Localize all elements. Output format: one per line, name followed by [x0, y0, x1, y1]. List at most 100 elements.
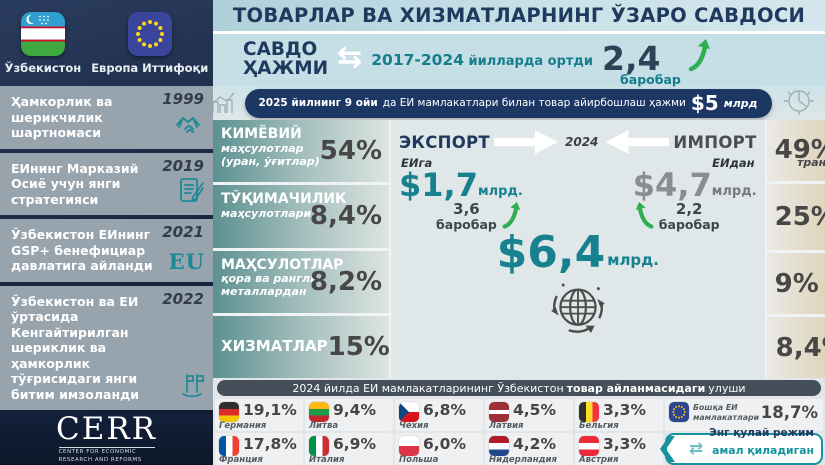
- import-item-chemical: 25% КИМЁВИЙ маҳсулотлар (дори воситалари…: [766, 183, 825, 251]
- export-structure-column: КИМЁВИЙ маҳсулотлар (уран, ўғитлар) 54% …: [213, 120, 390, 378]
- sidebar: Ўзбекистон Европа Иттифоқи: [0, 0, 213, 465]
- country-cell-germany: 19,1% Германия: [215, 399, 303, 431]
- export-growth: 3,6 баробар: [399, 201, 523, 233]
- timeline-text-bold: GSP+: [11, 242, 50, 258]
- trade-volume-period: 2017-2024 йилларда ортди: [371, 51, 594, 69]
- favored-regime-note: ⇄ Энг қулай режим амал қиладиган мамлака…: [660, 427, 823, 465]
- country-cell-france: 17,8% Франция: [215, 433, 303, 465]
- timeline-text-bold: стратегияси: [11, 191, 99, 207]
- country-cell-czechia: 6,8% Чехия: [395, 399, 483, 431]
- flow-values: $1,7 млрд. 3,6 баробар: [391, 166, 765, 233]
- import-item-machinery: 49% МАШИНАЛАР ускуналар ва транспорт вос…: [766, 120, 825, 181]
- eu-flag-icon: [669, 402, 689, 422]
- timeline-item-2022: 2022 Ўзбекистон ва ЕИ ўртасида Кенгайтир…: [0, 285, 213, 411]
- france-flag-icon: [219, 436, 239, 456]
- agreement-flags-icon: [179, 372, 205, 404]
- import-value-block: $4,7 млрд. 2,2: [632, 166, 757, 233]
- banner-value: $5: [690, 91, 719, 115]
- import-item-food: 9% ОЗИҚ-ОВҚАТ маҳсулотлари: [766, 253, 825, 315]
- timeline-item-1999: 1999 Ҳамкорлик ва шерикчилик шартномаси: [0, 86, 213, 149]
- cerr-logo: CERR CENTER FOR ECONOMIC RESEARCH AND RE…: [0, 414, 213, 465]
- netherlands-flag-icon: [489, 436, 509, 456]
- export-value-block: $1,7 млрд. 3,6 баробар: [399, 166, 523, 233]
- export-item-metals: МАҲСУЛОТЛАР қора ва рангли металлардан 8…: [213, 250, 389, 313]
- import-item-services: 8,4% ХИЗМАТЛАР: [766, 317, 825, 379]
- export-arrow-icon: [494, 130, 558, 154]
- country-shares-section: 2024 йилда ЕИ мамлакатларининг Ўзбекисто…: [213, 378, 825, 465]
- timeline-text: ЕИнинг Марказий Осиё учун янги: [11, 160, 139, 192]
- country-cell-austria: 3,3% Австрия: [575, 433, 663, 465]
- export-item-value: 8,2%: [309, 266, 382, 297]
- italy-flag-icon: [309, 436, 329, 456]
- export-label: ЭКСПОРТ: [399, 132, 490, 152]
- czechia-flag-icon: [399, 402, 419, 422]
- poland-flag-icon: [399, 436, 419, 456]
- handshake-icon: [175, 114, 205, 142]
- belgium-flag-icon: [579, 402, 599, 422]
- country-shares-grid: 19,1% Германия 9,4% Литва 6,8% Чехия 4,5…: [215, 399, 823, 465]
- timeline-year: 2019: [162, 156, 204, 175]
- timeline-text-bold: битим: [11, 386, 55, 402]
- timeline-text: Ҳамкорлик ва шерикчилик шартномаси: [11, 94, 113, 141]
- import-item-value: 25%: [774, 202, 825, 233]
- flow-subrow: ЕИга ЕИдан: [391, 154, 765, 170]
- growth-arrow-icon: [633, 201, 655, 233]
- eu-letters-icon: EU: [168, 248, 205, 274]
- title-bar: ТОВАРЛАР ВА ХИЗМАТЛАРНИНГ ЎЗАРО САВДОСИ: [213, 0, 825, 34]
- germany-flag-icon: [219, 402, 239, 422]
- eu-flag-icon: [127, 12, 172, 56]
- timeline-year: 2021: [162, 223, 204, 242]
- swap-arrows-icon: ⇆: [337, 40, 363, 75]
- page-title: ТОВАРЛАР ВА ХИЗМАТЛАРНИНГ ЎЗАРО САВДОСИ: [232, 4, 806, 27]
- trade-flow-panel: ЭКСПОРТ 2024 ИМПОРТ ЕИга ЕИдан $1,7 млрд…: [391, 120, 765, 378]
- trade-volume-value: 2,4 баробар: [602, 39, 712, 87]
- timeline-item-2021: 2021 Ўзбекистон ЕИнинг GSP+ бенефициар д…: [0, 219, 213, 282]
- country-cell-lithuania: 9,4% Литва: [305, 399, 393, 431]
- export-item-chemical: КИМЁВИЙ маҳсулотлар (уран, ўғитлар) 54%: [213, 120, 389, 183]
- country-cell-latvia: 4,5% Латвия: [485, 399, 573, 431]
- timeline-text: Ўзбекистон ЕИнинг: [11, 227, 151, 243]
- partner-flags: Ўзбекистон Европа Иттифоқи: [0, 0, 213, 82]
- total-value: $6,4: [496, 227, 606, 279]
- pie-chart-icon: [782, 86, 816, 120]
- export-value: $1,7: [399, 166, 478, 204]
- import-item-value: 49%: [774, 135, 825, 166]
- export-item-services: ХИЗМАТЛАР 15%: [213, 315, 390, 378]
- latvia-flag-icon: [489, 402, 509, 422]
- country-cell-netherlands: 4,2% Нидерландия: [485, 433, 573, 465]
- total-turnover: $6,4 млрд.: [496, 227, 659, 279]
- exchange-arrows-icon: ⇄: [688, 438, 704, 459]
- country-cell-belgium: 3,3% Бельгия: [575, 399, 663, 431]
- banner-row: 2025 йилнинг 9 ойи да ЕИ мамлакатлари би…: [173, 86, 825, 120]
- export-direction: ЕИга: [401, 156, 433, 170]
- trade-volume-row: САВДО ҲАЖМИ ⇆ 2017-2024 йилларда ортди 2…: [213, 34, 825, 87]
- eu-label: Европа Иттифоқи: [91, 61, 209, 75]
- import-item-value: 8,4%: [775, 332, 825, 363]
- country-shares-header: 2024 йилда ЕИ мамлакатларининг Ўзбекисто…: [217, 380, 821, 396]
- export-item-textile: ТЎҚИМАЧИЛИК маҳсулотлари 8,4%: [213, 185, 389, 248]
- export-item-value: 54%: [319, 136, 382, 167]
- growth-arrow-icon: [687, 38, 713, 76]
- main-grid: КИМЁВИЙ маҳсулотлар (уран, ўғитлар) 54% …: [213, 120, 825, 379]
- import-growth: 2,2 баробар: [633, 201, 757, 233]
- country-cell-italy: 6,9% Италия: [305, 433, 393, 465]
- cerr-logo-text: CERR: [55, 411, 158, 448]
- uzbekistan-flag-block: Ўзбекистон: [4, 12, 82, 75]
- main-panel: ТОВАРЛАР ВА ХИЗМАТЛАРНИНГ ЎЗАРО САВДОСИ …: [173, 0, 825, 465]
- uzbekistan-flag-icon: [20, 12, 65, 56]
- eu-flag-block: Европа Иттифоқи: [91, 12, 208, 75]
- import-structure-column: 49% МАШИНАЛАР ускуналар ва транспорт вос…: [766, 120, 825, 379]
- timeline-year: 1999: [162, 90, 204, 109]
- timeline-text: Ўзбекистон ва ЕИ ўртасида Кенгайтирилган…: [11, 293, 139, 387]
- export-item-value: 15%: [327, 331, 390, 362]
- export-item-value: 8,4%: [309, 201, 382, 232]
- uzbekistan-label: Ўзбекистон: [4, 61, 82, 75]
- import-label: ИМПОРТ: [673, 132, 757, 152]
- country-cell-other-eu: Бошқа ЕИ мамлакатлари 18,7%: [665, 399, 823, 431]
- import-item-value: 9%: [774, 268, 819, 299]
- import-arrow-icon: [605, 130, 670, 154]
- austria-flag-icon: [579, 436, 599, 456]
- import-direction: ЕИдан: [712, 156, 755, 170]
- import-value: $4,7: [632, 166, 712, 204]
